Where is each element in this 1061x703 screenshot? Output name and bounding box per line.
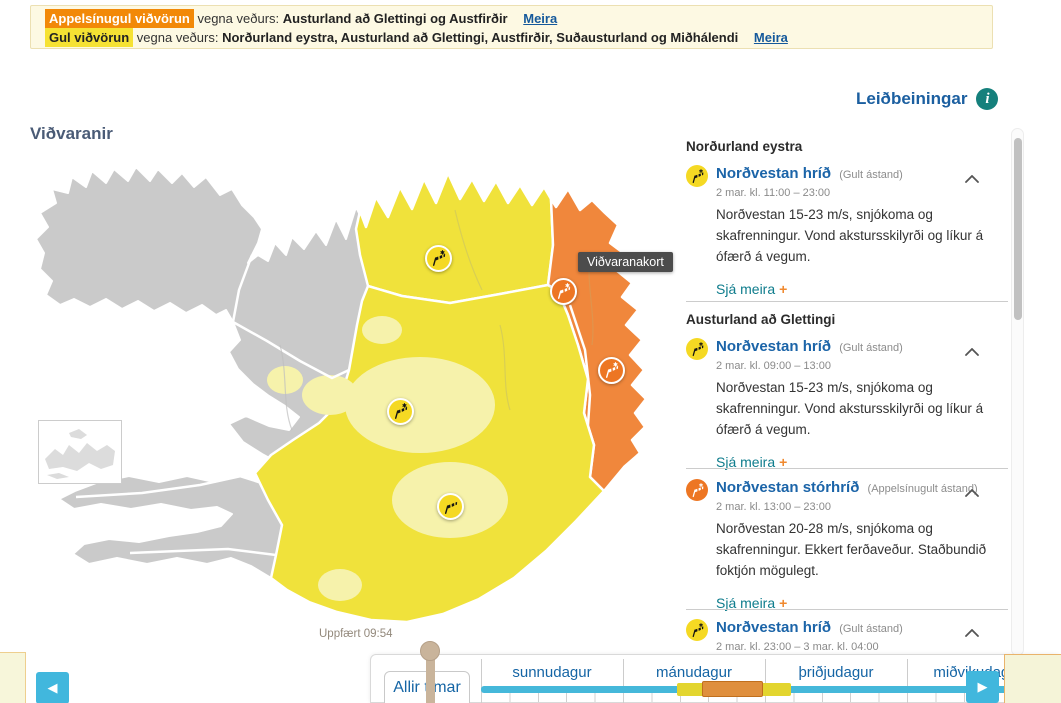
warning-card: Norðvestan stórhríð (Appelsínugult ástan…	[686, 479, 1008, 611]
warning-title[interactable]: Norðvestan hríð	[716, 619, 832, 636]
alert-prefix: vegna veðurs:	[136, 30, 219, 45]
blizzard-warning-icon	[686, 619, 708, 641]
time-slider-handle[interactable]	[420, 641, 440, 661]
warning-state: (Gult ástand)	[839, 623, 903, 635]
warning-title[interactable]: Norðvestan hríð	[716, 165, 832, 182]
day-divider	[623, 659, 624, 703]
time-slider-stem	[426, 651, 435, 703]
alert-regions: Austurland að Glettingi og Austfirðir	[282, 11, 508, 26]
plus-icon: +	[779, 453, 788, 470]
map-region-borders	[75, 254, 592, 557]
page-title: Viðvaranir	[30, 124, 113, 143]
map-region-nordurland-eystra	[354, 171, 555, 305]
scrollbar-thumb[interactable]	[1013, 138, 1022, 320]
see-more-link[interactable]: Sjá meira +	[716, 280, 788, 297]
day-label-sunday[interactable]: sunnudagur	[512, 664, 592, 681]
see-more-link[interactable]: Sjá meira +	[716, 453, 788, 470]
map-inset-capital-area	[38, 420, 122, 484]
warning-state: (Gult ástand)	[839, 169, 903, 181]
plus-icon: +	[779, 280, 788, 297]
alert-prefix: vegna veðurs:	[197, 11, 280, 26]
blizzard-warning-icon[interactable]	[425, 245, 452, 272]
updated-timestamp: Uppfært 09:54	[319, 628, 393, 640]
corner-panel-right	[1004, 654, 1061, 703]
warning-time: 2 mar. kl. 11:00 – 23:00	[716, 187, 831, 199]
warning-description: Norðvestan 20-28 m/s, snjókoma og skafre…	[716, 521, 987, 578]
timeline-bar: sunnudagur mánudagur þriðjudagur miðviku…	[370, 654, 1061, 703]
more-link-yellow[interactable]: Meira	[753, 30, 788, 45]
timeline-ticks	[481, 693, 1060, 702]
chevron-up-icon[interactable]	[965, 170, 979, 188]
map-region-midhalendi-yellow	[253, 283, 606, 624]
blizzard-warning-icon	[686, 479, 708, 501]
chevron-up-icon[interactable]	[965, 343, 979, 361]
more-link-orange[interactable]: Meira	[523, 11, 558, 26]
warning-state: (Gult ástand)	[839, 342, 903, 354]
blizzard-warning-icon	[686, 165, 708, 187]
see-more-link[interactable]: Sjá meira +	[716, 594, 788, 611]
alert-banner: Appelsínugul viðvörun vegna veðurs: Aust…	[30, 5, 993, 49]
previous-button[interactable]: ◀	[36, 672, 69, 703]
chevron-up-icon[interactable]	[965, 484, 979, 502]
blizzard-warning-icon[interactable]	[550, 278, 577, 305]
day-divider	[907, 659, 908, 703]
iceland-warning-map[interactable]	[30, 155, 680, 640]
blizzard-warning-icon	[686, 338, 708, 360]
yellow-warning-badge: Gul viðvörun	[45, 28, 134, 47]
warning-state: (Appelsínugult ástand)	[867, 483, 978, 495]
warning-card: Norðvestan hríð (Gult ástand) 2 mar. kl.…	[686, 338, 1008, 470]
alert-regions: Norðurland eystra, Austurland að Glettin…	[222, 30, 739, 45]
wind-warning-icon[interactable]	[437, 493, 464, 520]
warning-card: Norðvestan hríð (Gult ástand) 2 mar. kl.…	[686, 165, 1008, 297]
play-icon: ▶	[977, 679, 988, 694]
help-link[interactable]: Leiðbeiningar	[856, 89, 968, 108]
blizzard-warning-icon[interactable]	[387, 398, 414, 425]
warning-time: 2 mar. kl. 23:00 – 3 mar. kl. 04:00	[716, 641, 879, 653]
warning-card: Norðvestan hríð (Gult ástand) 2 mar. kl.…	[686, 619, 1008, 653]
alert-row-yellow: Gul viðvörun vegna veðurs: Norðurland ey…	[45, 28, 978, 47]
day-label-monday[interactable]: mánudagur	[656, 664, 732, 681]
corner-panel-left	[0, 652, 26, 703]
warning-time: 2 mar. kl. 09:00 – 13:00	[716, 360, 831, 372]
warning-time: 2 mar. kl. 13:00 – 23:00	[716, 501, 831, 513]
plus-icon: +	[779, 594, 788, 611]
info-icon[interactable]: i	[976, 88, 999, 110]
chevron-up-icon[interactable]	[965, 624, 979, 642]
warning-description: Norðvestan 15-23 m/s, snjókoma og skafre…	[716, 207, 984, 264]
orange-warning-badge: Appelsínugul viðvörun	[45, 9, 194, 28]
section-heading: Norðurland eystra	[686, 139, 803, 154]
day-label-tuesday[interactable]: þriðjudagur	[798, 664, 874, 681]
prev-icon: ◀	[47, 680, 58, 695]
blizzard-warning-icon[interactable]	[598, 357, 625, 384]
play-next-button[interactable]: ▶	[966, 671, 999, 703]
timeline-orange-warning-segment	[702, 681, 763, 697]
warning-divider	[686, 468, 1008, 469]
section-divider	[686, 301, 1008, 302]
warning-description: Norðvestan 15-23 m/s, snjókoma og skafre…	[716, 380, 984, 437]
panel-scrollbar[interactable]	[1011, 128, 1024, 656]
warning-title[interactable]: Norðvestan hríð	[716, 338, 832, 355]
alert-row-orange: Appelsínugul viðvörun vegna veðurs: Aust…	[45, 9, 978, 28]
section-heading: Austurland að Glettingi	[686, 312, 836, 327]
help-block: Leiðbeiningar i	[856, 88, 1006, 110]
warning-title[interactable]: Norðvestan stórhríð	[716, 479, 860, 496]
day-divider	[765, 659, 766, 703]
map-tooltip: Viðvaranakort	[578, 252, 673, 272]
day-divider	[481, 659, 482, 703]
warning-divider	[686, 609, 1008, 610]
